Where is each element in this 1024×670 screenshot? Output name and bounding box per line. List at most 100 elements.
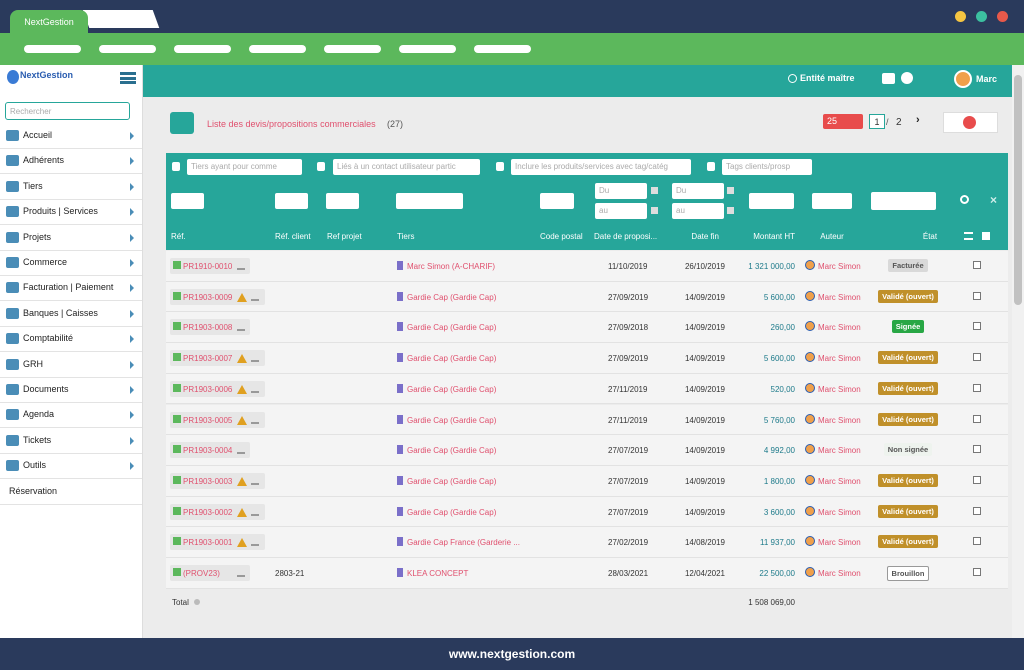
tiers-link[interactable]: Gardie Cap (Gardie Cap) (407, 446, 497, 456)
search-button[interactable] (960, 195, 969, 204)
row-checkbox[interactable] (973, 506, 981, 515)
print-icon[interactable] (882, 73, 895, 84)
date-from[interactable]: Du (595, 183, 647, 199)
menu-label[interactable]: Projets (23, 231, 52, 242)
menu-item[interactable] (0, 251, 142, 276)
row-checkbox[interactable] (973, 322, 981, 331)
row-checkbox[interactable] (973, 445, 981, 454)
date-picker[interactable] (727, 207, 734, 214)
tiers-link[interactable]: Gardie Cap (Gardie Cap) (407, 507, 497, 517)
ref-link[interactable]: PR1903-0002 (183, 507, 233, 517)
menu-item[interactable] (0, 429, 142, 454)
ref-link[interactable]: PR1910-0010 (183, 262, 233, 271)
menu-item[interactable] (0, 403, 142, 429)
download-icon[interactable] (251, 385, 259, 393)
toolbar-pill[interactable] (474, 45, 531, 53)
download-icon[interactable] (237, 323, 245, 332)
toolbar-pill[interactable] (99, 45, 156, 53)
author-link[interactable]: Marc Simon (818, 384, 861, 394)
menu-item[interactable] (0, 353, 142, 378)
download-icon[interactable] (251, 293, 259, 301)
toolbar-pill[interactable] (324, 45, 381, 53)
menu-label[interactable]: Agenda (23, 409, 55, 420)
author-link[interactable]: Marc Simon (818, 507, 861, 517)
column-header[interactable]: Montant HT (753, 232, 795, 241)
download-icon[interactable] (251, 508, 259, 516)
tiers-link[interactable]: Gardie Cap (Gardie Cap) (407, 476, 497, 486)
ref-link[interactable]: PR1903-0001 (183, 538, 233, 548)
column-header[interactable]: Réf. (171, 232, 186, 241)
menu-label[interactable]: Commerce (23, 257, 68, 267)
row-checkbox[interactable] (973, 414, 981, 423)
row-checkbox[interactable] (973, 568, 981, 576)
row-checkbox[interactable] (973, 353, 981, 362)
menu-label[interactable]: Outils (23, 460, 47, 471)
download-icon[interactable] (251, 354, 259, 363)
menu-label[interactable]: Comptabilité (23, 333, 74, 344)
toolbar-pill[interactable] (24, 45, 81, 53)
menu-label[interactable]: Réservation (9, 485, 58, 496)
tiers-link[interactable]: Gardie Cap France (Garderie ... (407, 538, 520, 548)
tiers-link[interactable]: Gardie Cap (Gardie Cap) (407, 292, 497, 302)
column-filter[interactable] (171, 193, 204, 209)
menu-label[interactable]: Adhérents (23, 155, 65, 166)
download-icon[interactable] (237, 569, 245, 577)
menu-label[interactable]: Documents (23, 384, 69, 394)
column-header[interactable]: Ref projet (327, 232, 362, 241)
tiers-link[interactable]: Marc Simon (A-CHARIF) (407, 262, 496, 271)
download-icon[interactable] (237, 262, 245, 270)
author-link[interactable]: Marc Simon (818, 354, 861, 364)
tiers-link[interactable]: Gardie Cap (Gardie Cap) (407, 384, 497, 394)
window-dot[interactable] (955, 11, 966, 22)
list-icon[interactable] (964, 232, 973, 240)
next-page[interactable]: › (916, 114, 920, 126)
toolbar-pill[interactable] (399, 45, 456, 53)
ref-link[interactable]: PR1903-0005 (183, 415, 233, 425)
download-icon[interactable] (251, 416, 259, 424)
author-link[interactable]: Marc Simon (818, 476, 861, 486)
ref-link[interactable]: PR1903-0007 (183, 354, 233, 364)
row-checkbox[interactable] (973, 383, 981, 392)
current-page[interactable]: 1 (869, 114, 885, 129)
tiers-link[interactable]: KLEA CONCEPT (407, 569, 469, 578)
menu-item[interactable] (0, 149, 142, 175)
author-link[interactable]: Marc Simon (818, 538, 861, 548)
select-all[interactable] (982, 232, 990, 240)
column-filter[interactable] (812, 193, 852, 209)
filter-tiers[interactable]: Tiers ayant pour comme (187, 159, 302, 175)
ref-link[interactable]: PR1903-0004 (183, 446, 233, 456)
column-header[interactable]: État (922, 232, 938, 241)
window-dot[interactable] (997, 11, 1008, 22)
column-header[interactable]: Date fin (691, 232, 719, 241)
menu-item[interactable] (0, 200, 142, 226)
menu-item[interactable] (0, 175, 142, 200)
date-picker[interactable] (651, 187, 658, 194)
ref-link[interactable]: PR1903-0008 (183, 323, 233, 333)
menu-item[interactable] (0, 226, 142, 251)
download-icon[interactable] (251, 477, 259, 485)
date-picker[interactable] (727, 187, 734, 194)
tiers-link[interactable]: Gardie Cap (Gardie Cap) (407, 323, 497, 333)
date-picker[interactable] (651, 207, 658, 214)
ref-link[interactable]: PR1903-0006 (183, 384, 233, 394)
filter-tags[interactable]: Tags clients/prosp (722, 159, 812, 175)
end-to[interactable]: au (672, 203, 724, 219)
total-pages[interactable]: 2 (896, 117, 902, 128)
menu-label[interactable]: Tiers (23, 180, 43, 191)
avatar[interactable] (954, 70, 972, 88)
scrollbar-thumb[interactable] (1014, 75, 1022, 305)
author-link[interactable]: Marc Simon (818, 415, 861, 425)
column-header[interactable]: Code postal (540, 232, 583, 241)
tiers-link[interactable]: Gardie Cap (Gardie Cap) (407, 415, 497, 425)
column-header[interactable]: Date de proposi... (594, 232, 658, 241)
column-filter[interactable] (396, 193, 463, 209)
ref-link[interactable]: PR1903-0003 (183, 476, 233, 486)
filter-products[interactable]: Inclure les produits/services avec tag/c… (511, 159, 691, 175)
help-icon[interactable] (901, 72, 913, 84)
download-icon[interactable] (237, 446, 245, 455)
menu-label[interactable]: Produits | Services (23, 206, 98, 217)
menu-label[interactable]: Facturation | Paiement (23, 282, 114, 293)
row-checkbox[interactable] (973, 291, 981, 300)
date-to[interactable]: au (595, 203, 647, 219)
column-filter[interactable] (275, 193, 308, 209)
